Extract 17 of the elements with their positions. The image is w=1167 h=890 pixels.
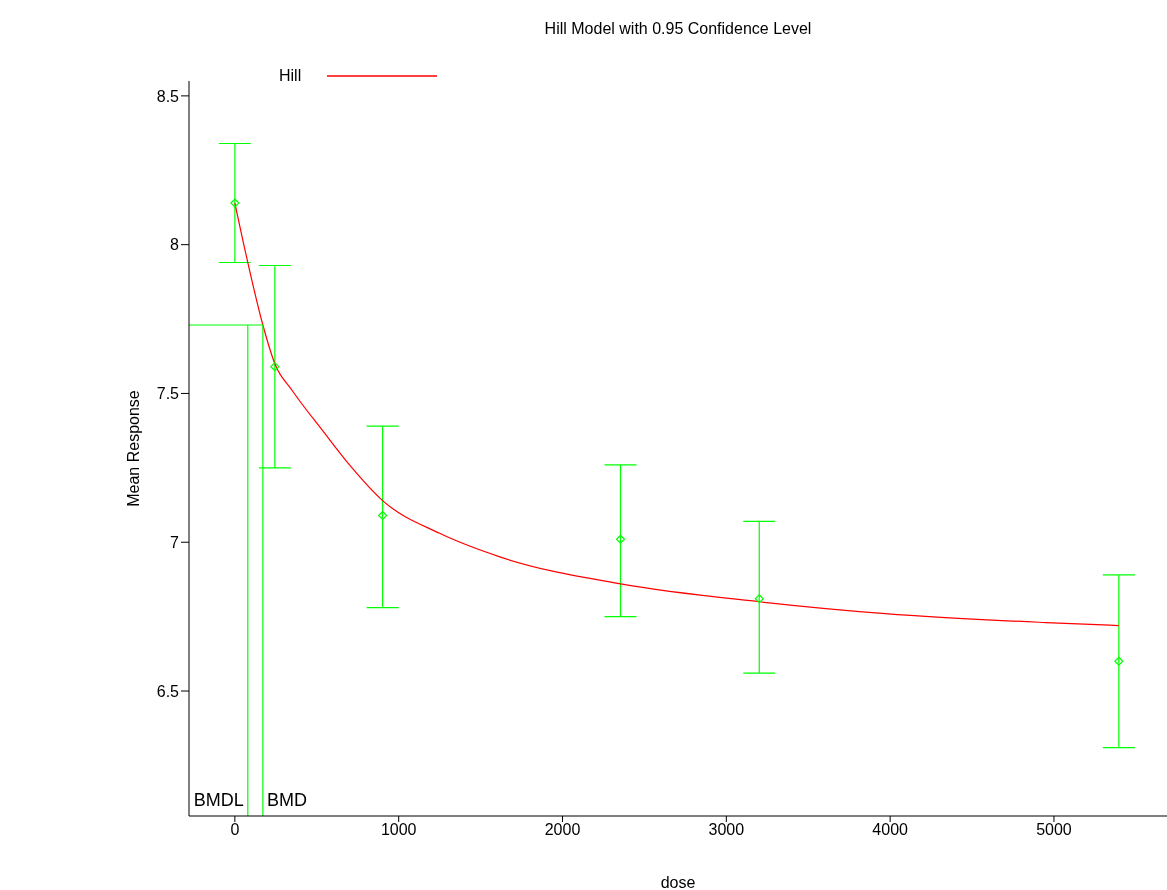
x-tick-label: 1000 [380, 821, 417, 839]
x-tick-label: 5000 [1036, 821, 1072, 839]
y-tick-label: 8 [170, 236, 180, 254]
x-tick-label: 2000 [544, 821, 581, 839]
x-tick-label: 0 [230, 821, 240, 839]
annotation: BMD [266, 790, 307, 810]
x-tick-label: 3000 [708, 821, 745, 839]
x-axis-title: dose [660, 874, 696, 890]
annotation: BMDL [193, 790, 244, 810]
text: Hill [279, 67, 302, 85]
x-tick-label: 4000 [872, 821, 909, 839]
y-axis-title: Mean Response [124, 390, 142, 507]
y-tick-label: 7 [170, 533, 180, 551]
y-tick-label: 7.5 [156, 385, 180, 403]
y-tick-label: 8.5 [156, 87, 180, 105]
chart-title: Hill Model with 0.95 Confidence Level [543, 20, 813, 38]
y-tick-label: 6.5 [156, 682, 180, 700]
